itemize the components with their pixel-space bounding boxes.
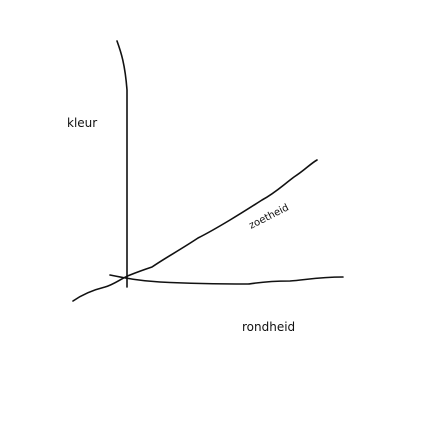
- horizontal-axis-label: rondheid: [242, 320, 295, 334]
- vertical-axis-label: kleur: [67, 116, 97, 130]
- diagonal-axis-line: [73, 160, 317, 301]
- horizontal-axis-line: [110, 275, 343, 284]
- diagonal-axis-label: zoetheid: [247, 202, 290, 231]
- vertical-axis-line: [117, 41, 127, 287]
